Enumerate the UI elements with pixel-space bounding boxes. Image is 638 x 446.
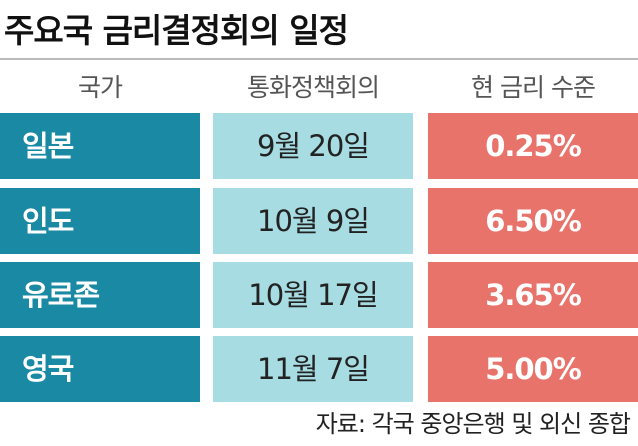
table-cell: 3.65%: [428, 262, 638, 328]
table-cell: 10월 9일: [213, 188, 413, 254]
title: 주요국 금리결정회의 일정: [4, 11, 349, 50]
table-cell: 일본: [0, 113, 200, 179]
source: 자료: 각국 중앙은행 및 외신 종합: [315, 410, 631, 438]
column-header: 국가: [77, 73, 123, 102]
table-cell: 10월 17일: [213, 262, 413, 328]
table-cell: 유로존: [0, 262, 200, 328]
title-rule: [0, 58, 638, 60]
table-cell: 영국: [0, 336, 200, 402]
table-cell: 0.25%: [428, 113, 638, 179]
table-cell: 인도: [0, 188, 200, 254]
table-cell: 5.00%: [428, 336, 638, 402]
table-cell: 11월 7일: [213, 336, 413, 402]
column-header: 통화정책회의: [246, 73, 380, 102]
table-cell: 9월 20일: [213, 113, 413, 179]
table-cell: 6.50%: [428, 188, 638, 254]
column-header: 현 금리 수준: [471, 73, 596, 102]
